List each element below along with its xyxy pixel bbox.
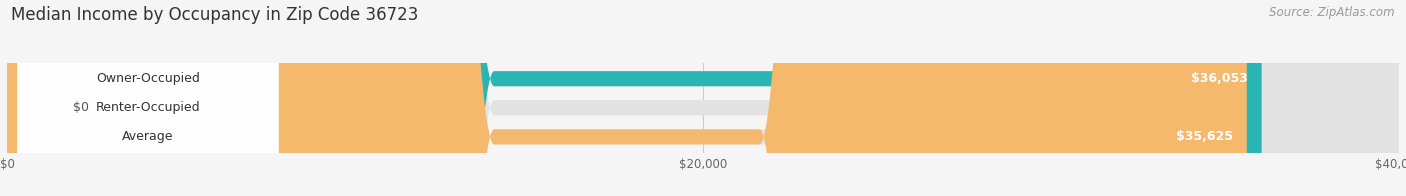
Text: $35,625: $35,625 [1175, 130, 1233, 143]
Text: Source: ZipAtlas.com: Source: ZipAtlas.com [1270, 6, 1395, 19]
FancyBboxPatch shape [7, 0, 1399, 196]
Text: Average: Average [122, 130, 174, 143]
FancyBboxPatch shape [7, 0, 1261, 196]
Text: Owner-Occupied: Owner-Occupied [96, 72, 200, 85]
Text: Median Income by Occupancy in Zip Code 36723: Median Income by Occupancy in Zip Code 3… [11, 6, 419, 24]
FancyBboxPatch shape [7, 0, 1399, 196]
FancyBboxPatch shape [7, 0, 1247, 196]
Text: $36,053: $36,053 [1191, 72, 1247, 85]
Text: Renter-Occupied: Renter-Occupied [96, 101, 200, 114]
FancyBboxPatch shape [17, 0, 278, 196]
FancyBboxPatch shape [7, 0, 1399, 196]
Text: $0: $0 [73, 101, 89, 114]
FancyBboxPatch shape [17, 0, 278, 196]
FancyBboxPatch shape [17, 0, 278, 196]
FancyBboxPatch shape [7, 0, 49, 196]
